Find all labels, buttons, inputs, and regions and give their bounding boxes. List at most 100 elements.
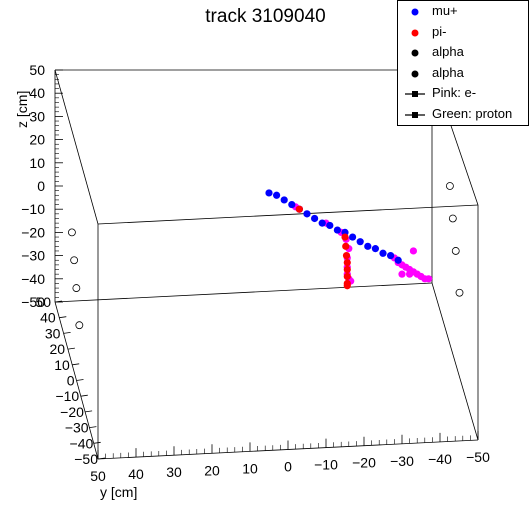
- y-tick-label: 40: [40, 310, 56, 326]
- y-tick-label: −50: [74, 451, 98, 467]
- y-tick: [93, 441, 101, 444]
- z-tick-label: 40: [29, 85, 45, 101]
- x-tick-label: 20: [204, 462, 220, 478]
- legend-label: Pink: e-: [432, 85, 477, 100]
- data-point-mu: [288, 200, 296, 209]
- z-tick-label: −30: [21, 248, 45, 264]
- data-point-mu: [265, 189, 273, 197]
- data-point-mu: [333, 226, 341, 234]
- legend-label: mu+: [432, 3, 458, 18]
- data-point-pi: [343, 258, 351, 267]
- z-tick-label: 50: [29, 62, 45, 78]
- y-tick: [97, 457, 106, 460]
- data-point-mu: [394, 256, 402, 264]
- data-point-mu: [280, 196, 288, 204]
- z-tick-label: −10: [21, 201, 45, 217]
- legend-dot: [411, 70, 419, 77]
- frame-marker: [451, 247, 460, 255]
- legend: mu+ pi-alpha alpha Pink: e- Green: proton: [397, 0, 529, 126]
- x-tick-label: 50: [90, 468, 106, 484]
- y-axis-label: y [cm]: [100, 484, 137, 500]
- data-point-pi: [342, 252, 351, 260]
- legend-dot: [411, 49, 419, 57]
- data-point-mu: [326, 221, 334, 230]
- data-point-mu: [364, 242, 372, 250]
- frame-marker: [448, 214, 457, 223]
- data-point-mu: [349, 233, 357, 241]
- y-tick: [54, 300, 63, 303]
- y-tick: [67, 347, 75, 350]
- frame-marker: [445, 182, 454, 190]
- y-tick-label: 10: [54, 357, 70, 373]
- y-tick: [80, 394, 88, 397]
- y-tick-label: −40: [70, 435, 94, 451]
- y-tick-label: 0: [67, 373, 75, 389]
- data-point-e: [425, 275, 433, 283]
- legend-item: alpha: [398, 64, 530, 84]
- y-tick-label: 30: [45, 325, 61, 341]
- y-tick: [63, 332, 71, 334]
- data-point-pi: [342, 242, 350, 250]
- x-tick-label: 30: [166, 464, 182, 480]
- legend-marker: [411, 49, 419, 57]
- axis-ticks: [54, 69, 479, 460]
- frame-marker: [68, 228, 76, 237]
- frame-marker: [75, 321, 84, 330]
- y-tick: [85, 410, 93, 413]
- y-tick-label: 20: [50, 341, 66, 357]
- data-point-mu: [318, 219, 326, 227]
- y-tick-label: −30: [65, 420, 89, 436]
- data-point-pi: [343, 265, 351, 274]
- box-edge: [431, 282, 479, 441]
- data-points: [265, 189, 433, 290]
- legend-marker: [411, 8, 419, 16]
- legend-marker: [405, 91, 425, 97]
- box-edge: [54, 282, 433, 303]
- legend-square: [412, 111, 418, 118]
- y-tick: [72, 363, 80, 366]
- z-tick-label: 20: [29, 132, 45, 148]
- z-tick-label: 10: [29, 155, 45, 171]
- z-tick-label: −40: [21, 271, 45, 287]
- x-tick-label: −40: [428, 451, 452, 467]
- data-point-pi: [343, 282, 351, 290]
- data-point-mu: [379, 249, 387, 257]
- box-edge: [97, 204, 479, 225]
- legend-marker: [411, 70, 419, 77]
- y-tick-label: 50: [35, 294, 51, 310]
- data-point-mu: [303, 210, 311, 218]
- y-tick-label: −20: [60, 404, 84, 420]
- x-tick-label: 0: [284, 459, 292, 475]
- chart-title: track 3109040: [205, 6, 326, 27]
- legend-dot: [411, 29, 419, 36]
- x-tick-label: −10: [314, 457, 338, 473]
- frame-marker: [72, 284, 81, 292]
- legend-label: alpha: [432, 44, 464, 59]
- legend-marker: [405, 111, 425, 118]
- x-tick-label: 40: [128, 466, 144, 482]
- z-tick-label: 30: [29, 108, 45, 124]
- x-tick-label: 10: [242, 460, 258, 476]
- data-point-pi: [343, 272, 351, 281]
- legend-item: Pink: e-: [398, 84, 530, 104]
- legend-item: pi-: [398, 23, 530, 43]
- axes-box: [54, 69, 479, 460]
- data-point-e: [409, 247, 417, 255]
- legend-square: [412, 91, 418, 97]
- x-tick-label: −50: [466, 449, 490, 465]
- data-point-pi: [341, 233, 349, 241]
- y-tick-label: −10: [55, 388, 79, 404]
- x-tick-label: −20: [352, 455, 376, 471]
- z-tick-label: −50: [21, 294, 45, 310]
- legend-dot: [411, 8, 419, 16]
- legend-label: pi-: [432, 23, 447, 39]
- frame-marker: [455, 288, 464, 297]
- data-point-mu: [311, 214, 319, 223]
- data-point-mu: [356, 238, 364, 246]
- z-tick-label: −20: [21, 224, 45, 240]
- y-tick: [59, 316, 67, 319]
- axis-tick-labels: 50403020100−10−20−30−40−5050403020100−10…: [21, 62, 490, 484]
- legend-item: mu+: [398, 2, 530, 22]
- legend-item: Green: proton: [398, 105, 530, 125]
